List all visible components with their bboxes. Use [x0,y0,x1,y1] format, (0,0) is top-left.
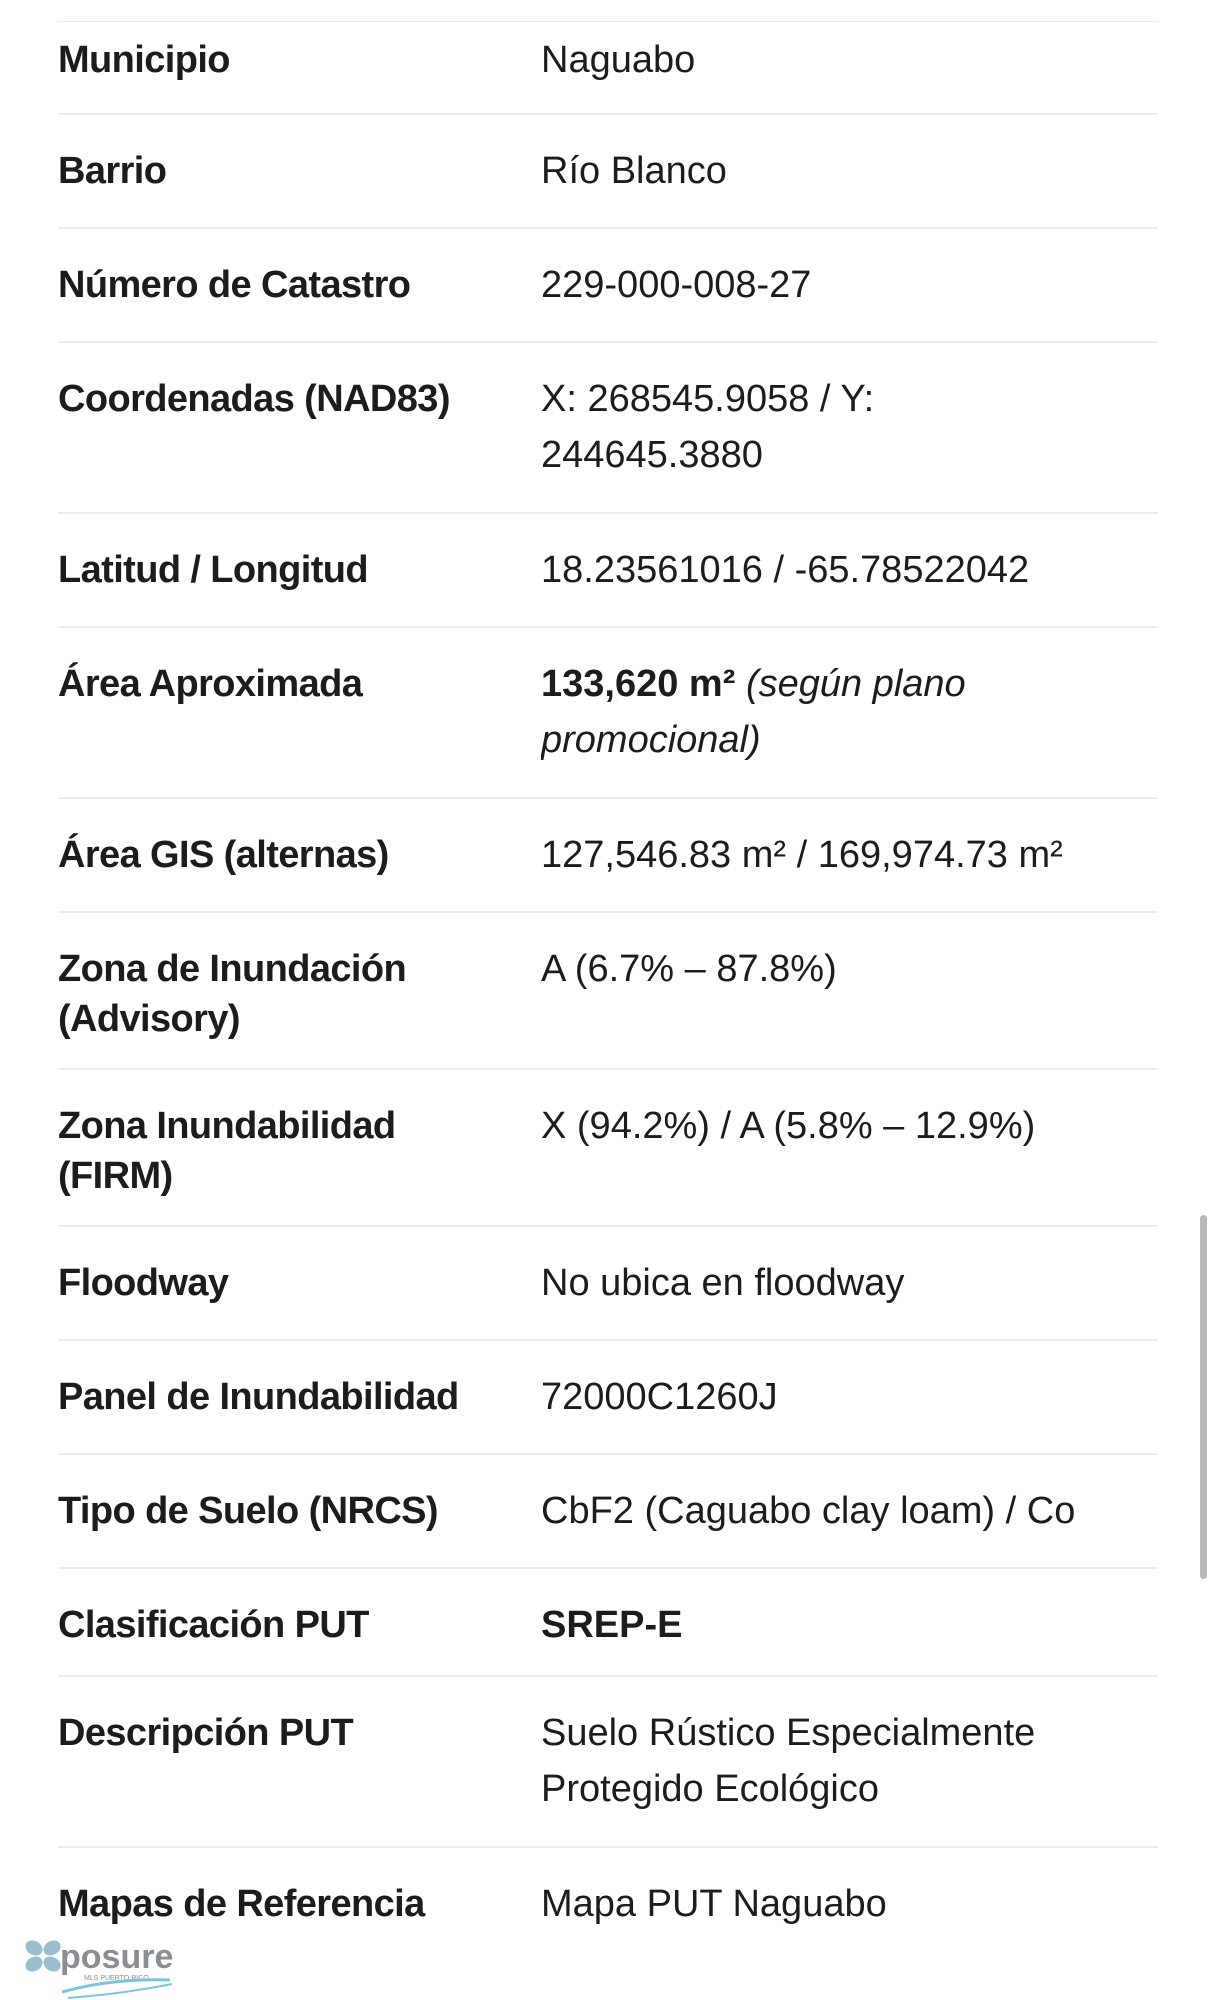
row-mapas-referencia: Mapas de Referencia Mapa PUT Naguabo [58,1848,1158,1952]
value: A (6.7% – 87.8%) [541,948,837,990]
label: Número de Catastro [58,264,411,306]
area-value: 133,620 m² [541,663,736,705]
row-floodway: Floodway No ubica en floodway [58,1227,1158,1341]
label: Zona de Inundación (Advisory) [58,948,407,1040]
label: Tipo de Suelo (NRCS) [58,1490,439,1532]
row-municipio: Municipio Naguabo [58,22,1158,115]
value: Naguabo [541,39,696,81]
row-barrio: Barrio Río Blanco [58,115,1158,229]
label: Municipio [58,39,231,81]
row-lat-long: Latitud / Longitud 18.23561016 / -65.7852… [58,514,1158,628]
row-coordenadas: Coordenadas (NAD83) X: 268545.9058 / Y: 2… [58,343,1158,514]
area-note: (según plano promocional) [541,663,966,761]
row-panel: Panel de Inundabilidad 72000C1260J [58,1341,1158,1455]
value: CbF2 (Caguabo clay loam) / Co [541,1490,1076,1532]
label: Latitud / Longitud [58,549,369,591]
svg-text:posure: posure [60,1938,173,1976]
label: Coordenadas (NAD83) [58,378,450,420]
value: 72000C1260J [541,1376,778,1418]
row-zona-inundacion: Zona de Inundación (Advisory) A (6.7% – 8… [58,913,1158,1070]
value: SREP-E [541,1604,683,1646]
value: X (94.2%) / A (5.8% – 12.9%) [541,1105,1036,1147]
svg-text:MLS PUERTO RICO: MLS PUERTO RICO [84,1975,149,1982]
row-area-aproximada: Área Aproximada 133,620 m² (según plano p… [58,628,1158,799]
label: Clasificación PUT [58,1604,369,1646]
label: Área GIS (alternas) [58,834,389,876]
xposure-logo-watermark: posure MLS PUERTO RICO [25,1938,173,1999]
label: Mapas de Referencia [58,1883,425,1925]
row-descripcion-put: Descripción PUT Suelo Rústico Especialmen… [58,1677,1158,1848]
row-zona-firm: Zona Inundabilidad (FIRM) X (94.2%) / A (… [58,1070,1158,1227]
label: Panel de Inundabilidad [58,1376,459,1418]
label: Área Aproximada [58,663,363,705]
label: Barrio [58,150,167,192]
value: 133,620 m² (según plano promocional) [541,656,1158,777]
property-details-table: Municipio Naguabo Barrio Río Blanco Número… [58,21,1158,1952]
row-clasificacion-put: Clasificación PUT SREP-E [58,1569,1158,1677]
value: Río Blanco [541,150,727,192]
label: Floodway [58,1262,229,1304]
vertical-scrollbar[interactable] [1200,1215,1207,1579]
label: Descripción PUT [58,1712,354,1754]
value: No ubica en floodway [541,1262,905,1304]
value: X: 268545.9058 / Y: 244645.3880 [541,378,875,476]
label: Zona Inundabilidad (FIRM) [58,1105,396,1197]
row-area-gis: Área GIS (alternas) 127,546.83 m² / 169,9… [58,799,1158,913]
value: 229-000-008-27 [541,264,812,306]
row-catastro: Número de Catastro 229-000-008-27 [58,229,1158,343]
value: 18.23561016 / -65.78522042 [541,549,1030,591]
value: Suelo Rústico Especialmente Protegido Ec… [541,1712,1036,1810]
value: 127,546.83 m² / 169,974.73 m² [541,834,1063,876]
row-tipo-suelo: Tipo de Suelo (NRCS) CbF2 (Caguabo clay l… [58,1455,1158,1569]
value[interactable]: Mapa PUT Naguabo [541,1883,887,1925]
